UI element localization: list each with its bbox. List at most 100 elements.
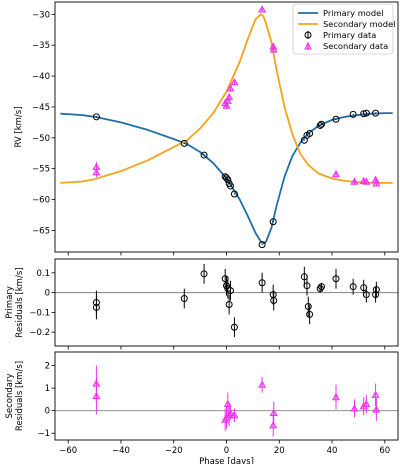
primary-data-point <box>92 303 100 311</box>
secondary-data-point <box>226 84 235 92</box>
y-axis-label: RV [km/s] <box>14 106 24 147</box>
secondary-data-point <box>230 410 239 419</box>
y-tick-label: −60 <box>32 196 50 206</box>
legend-secondary-data-marker <box>304 41 312 50</box>
plot-area <box>92 365 381 437</box>
plot-area <box>92 263 380 338</box>
primary-data-point <box>306 310 314 318</box>
secondary-data-point <box>223 96 232 104</box>
primary-data-point <box>223 174 230 182</box>
x-tick-label: 40 <box>327 446 338 456</box>
y-tick-label: 0 <box>45 407 50 417</box>
primary-data-point <box>258 241 266 249</box>
y-axis-label: Secondary <box>5 373 15 418</box>
y-tick-label: 0.1 <box>36 269 50 279</box>
secondary-data-point <box>350 177 359 185</box>
secondary-data-point <box>223 399 232 407</box>
primary-data-point <box>332 115 340 123</box>
secondary-data-point <box>225 92 234 101</box>
y-tick-label: −30 <box>32 10 50 20</box>
y-axis-label: Residuals [km/s] <box>15 361 25 431</box>
secondary-data-point <box>92 391 101 400</box>
secondary-data-point <box>372 179 381 187</box>
secondary-data-point <box>331 169 341 178</box>
y-tick-label: −0.2 <box>29 328 50 338</box>
primary-data-point <box>92 113 100 121</box>
secondary-data-point <box>362 177 371 185</box>
primary-data-point <box>316 285 324 293</box>
y-tick-label: −55 <box>32 165 50 175</box>
primary-data-point <box>362 109 370 117</box>
primary-data-point <box>200 270 208 278</box>
secondary-data-point <box>269 408 278 416</box>
primary-data-point <box>316 121 324 129</box>
primary-data-point <box>269 218 277 226</box>
legend: Primary model Secondary model Primary da… <box>292 3 395 55</box>
primary-data-point <box>200 151 208 159</box>
secondary-data-point <box>331 392 341 401</box>
secondary-data-point <box>258 380 267 388</box>
secondary-data-point <box>371 390 380 398</box>
y-tick-label: 0 <box>45 289 50 299</box>
secondary-model-line <box>60 13 393 184</box>
x-tick-label: 60 <box>379 446 390 456</box>
x-axis-label: Phase [days] <box>199 457 254 464</box>
secondary-data-point <box>222 101 231 109</box>
rv-panel: −65 −60 −55 −50 −45 −40 −35 −30 RV [km/s] <box>14 1 399 256</box>
primary-data-point <box>230 190 238 198</box>
secondary-data-point <box>269 421 278 429</box>
primary-data-point <box>317 120 325 128</box>
secondary-data-point <box>230 78 239 86</box>
secondary-data-point <box>258 5 267 13</box>
y-tick-label: −50 <box>32 134 50 144</box>
y-tick-label: −45 <box>32 103 50 113</box>
x-tick-label: 20 <box>274 446 285 456</box>
legend-primary-data-marker <box>304 31 312 39</box>
legend-secondary-model: Secondary model <box>323 19 395 29</box>
primary-data-point <box>306 129 314 137</box>
primary-data-point <box>372 286 380 294</box>
primary-data-point <box>304 302 312 310</box>
primary-data-point <box>317 283 325 291</box>
primary-data-point <box>180 139 188 147</box>
primary-data-point <box>225 300 233 308</box>
x-tick-label: −60 <box>59 446 77 456</box>
y-tick-label: −40 <box>32 72 50 82</box>
legend-secondary-data: Secondary data <box>323 41 388 51</box>
primary-data-point <box>270 297 278 305</box>
primary-data-point <box>360 110 368 118</box>
secondary-data-point <box>350 404 359 412</box>
primary-data-point <box>180 295 188 303</box>
primary-data-point <box>230 323 238 331</box>
x-tick-label: 0 <box>224 446 229 456</box>
secondary-data-point <box>269 45 278 53</box>
primary-data-point <box>372 109 380 117</box>
secondary-data-point <box>372 405 381 413</box>
plot-area <box>60 5 393 249</box>
y-tick-label: 2 <box>45 362 50 372</box>
y-tick-label: −35 <box>32 41 50 51</box>
primary-data-point <box>226 287 234 295</box>
primary-data-point <box>224 176 232 184</box>
primary_residuals-panel: −0.2 −0.1 0 0.1 Primary Residuals [km/s] <box>5 258 399 350</box>
secondary-data-point <box>226 408 235 416</box>
x-tick-label: −20 <box>165 446 183 456</box>
primary-data-point <box>332 275 340 283</box>
secondary-data-point <box>362 399 371 407</box>
y-tick-label: −65 <box>32 226 50 236</box>
x-tick-label: −40 <box>112 446 130 456</box>
legend-primary-data: Primary data <box>323 30 376 40</box>
y-tick-label: −1 <box>37 429 50 439</box>
legend-frame <box>292 3 394 55</box>
y-tick-label: −0.1 <box>29 308 50 318</box>
primary-data-point <box>258 279 266 287</box>
secondary-data-point <box>92 168 101 176</box>
secondary_residuals-panel: −60 −40 −20 0 20 40 60 −1 0 1 2 Secondary Residuals … <box>5 351 399 464</box>
y-tick-label: 1 <box>45 384 50 394</box>
primary-data-point <box>226 182 234 190</box>
primary-data-point <box>349 110 357 118</box>
y-axis-label: Residuals [km/s] <box>15 267 25 337</box>
primary-data-point <box>362 291 370 299</box>
primary-data-point <box>372 291 380 299</box>
